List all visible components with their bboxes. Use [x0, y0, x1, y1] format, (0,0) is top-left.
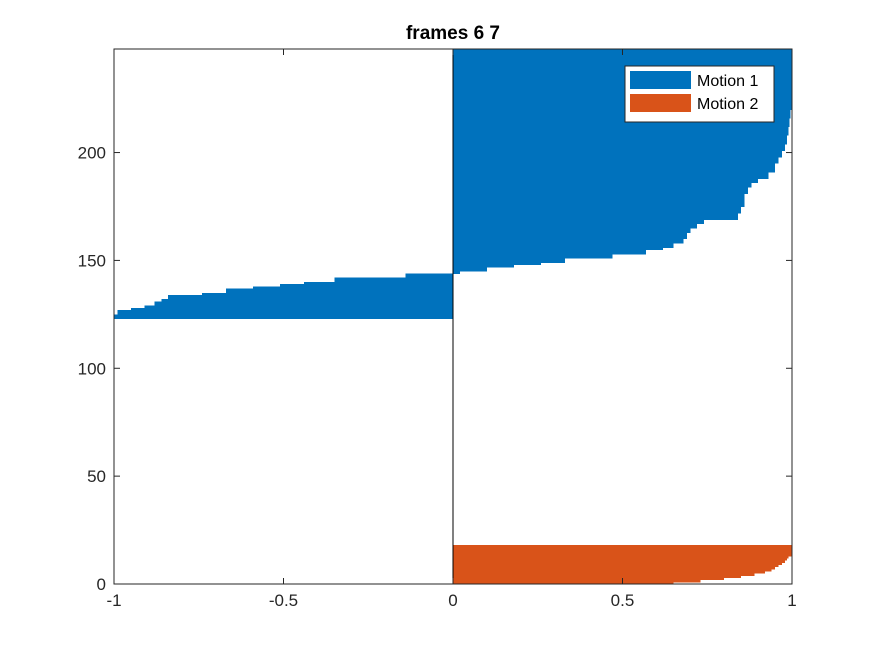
bar-segment [453, 579, 701, 583]
bar-segment [453, 109, 791, 119]
bar-segment [453, 193, 745, 201]
bar-segment [453, 156, 779, 164]
bar-segment [453, 575, 742, 578]
bar-segment [453, 238, 684, 244]
x-tick-label: -0.5 [269, 591, 298, 610]
y-tick-label: 150 [78, 251, 106, 270]
bar-segment [453, 558, 787, 561]
legend-swatch [630, 71, 691, 89]
x-tick-label: 0 [448, 591, 457, 610]
bar-segment [453, 232, 687, 240]
bar-segment [280, 284, 453, 287]
bar-segment [453, 562, 782, 565]
series-1 [114, 49, 792, 320]
bar-segment [453, 178, 759, 184]
bar-segment [453, 555, 789, 559]
y-tick-label: 200 [78, 144, 106, 163]
bar-segment [202, 292, 453, 296]
bar-segment [453, 262, 542, 266]
bar-segment [453, 212, 738, 220]
bar-segment [225, 288, 453, 294]
bar-segment [453, 219, 704, 225]
bar-segment [114, 314, 453, 320]
bar-segment [453, 264, 515, 268]
bar-segment [453, 581, 674, 585]
bar-segment [453, 98, 792, 110]
bar-segment [453, 577, 725, 581]
bar-segment [453, 126, 789, 136]
y-tick-label: 100 [78, 359, 106, 378]
x-tick-label: 1 [787, 591, 796, 610]
y-tick-label: 0 [97, 575, 106, 594]
x-tick-label: -1 [106, 591, 121, 610]
legend-label: Motion 2 [697, 96, 758, 113]
bar-segment [453, 206, 742, 214]
bar-segment [453, 143, 786, 151]
bar-segment [453, 560, 786, 563]
y-axis: 0 50 100 150 200 [78, 144, 792, 594]
x-tick-label: 0.5 [611, 591, 635, 610]
bar-segment [453, 150, 782, 158]
series-2 [453, 545, 792, 585]
bar-segment [130, 307, 453, 311]
y-tick-label: 50 [87, 467, 106, 486]
bar-segment [453, 568, 772, 572]
bar-segment [453, 253, 613, 259]
bar-segment [453, 223, 698, 229]
bar-segment [453, 258, 565, 263]
bar-segment [161, 299, 453, 302]
bar-segment [453, 566, 776, 570]
bar-segment [117, 310, 453, 315]
bar-segment [453, 247, 664, 251]
bar-segment [453, 135, 787, 145]
bar-segment [144, 305, 453, 309]
bar-segment [405, 273, 453, 279]
bar-segment [453, 545, 792, 557]
bar-segment [453, 200, 745, 207]
bar-segment [168, 294, 454, 300]
bar-segment [453, 187, 748, 194]
bar-segment [453, 266, 487, 272]
bar-segment [303, 281, 453, 285]
bar-segment [453, 182, 752, 188]
bar-segment [453, 271, 460, 274]
bar-segment [453, 564, 779, 568]
bar-segment [453, 228, 691, 233]
bar-segment [252, 286, 453, 289]
bar-segment [453, 163, 776, 173]
bar-segment [453, 118, 790, 128]
bar-segment [453, 171, 769, 179]
bar-segment [453, 571, 765, 574]
chart-title: frames 6 7 [406, 23, 500, 44]
bar-segment [154, 301, 453, 307]
x-axis: -1 -0.5 0 0.5 1 [106, 49, 797, 610]
legend-label: Motion 1 [697, 73, 758, 90]
bar-segment [453, 573, 755, 576]
bar-segment [334, 277, 453, 283]
plot-area [113, 48, 793, 585]
bar-segment [453, 249, 647, 255]
bar-segment [453, 243, 674, 248]
legend-swatch [630, 94, 691, 112]
legend[interactable]: Motion 1 Motion 2 [624, 65, 775, 123]
